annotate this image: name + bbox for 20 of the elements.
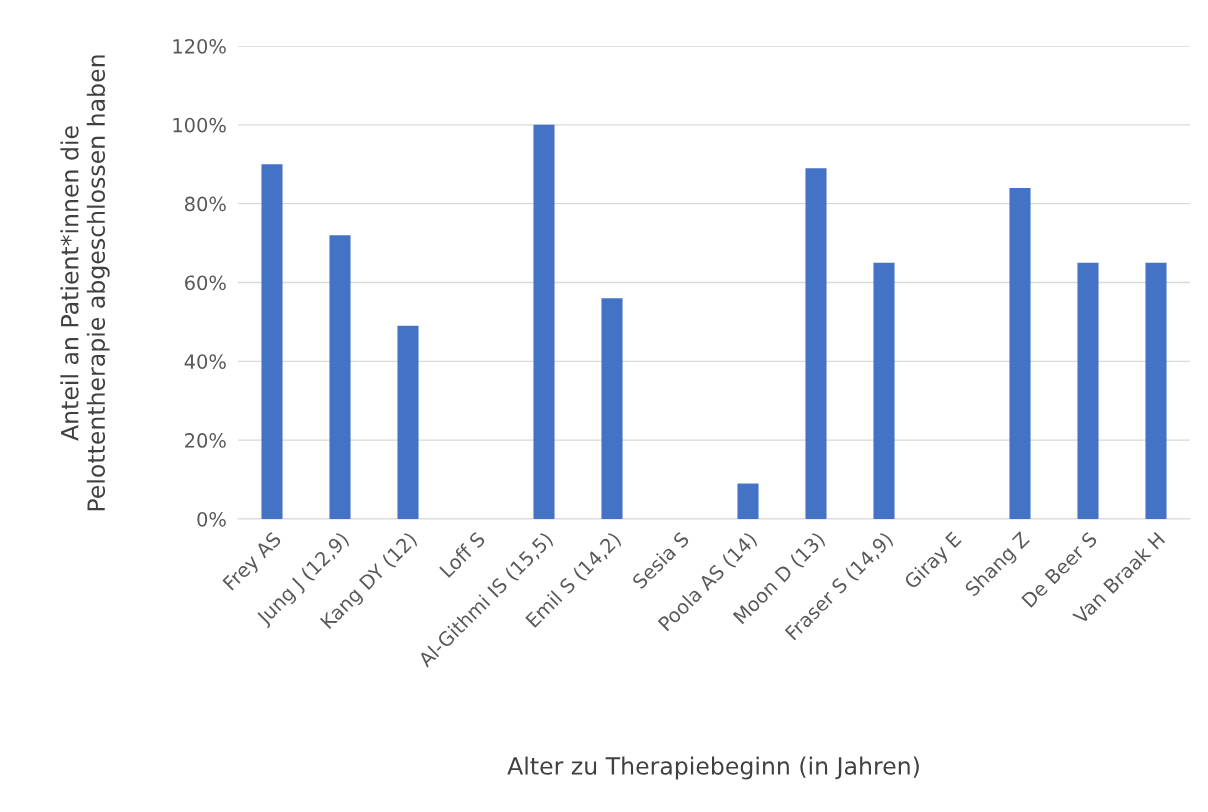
y-axis-title: Anteil an Patient*innen die Pelottentherapie abgeschlossen haben xyxy=(60,55,110,511)
y-tick-label: 40% xyxy=(184,354,226,369)
bar xyxy=(261,164,283,519)
bar xyxy=(1009,187,1031,519)
bar xyxy=(805,168,827,519)
y-tick-label: 100% xyxy=(173,117,226,133)
bar xyxy=(329,235,351,519)
bar xyxy=(397,325,419,519)
bar xyxy=(1145,262,1167,519)
y-tick-label: 0% xyxy=(197,511,226,527)
y-tick-label: 80% xyxy=(184,196,226,212)
bar xyxy=(737,483,759,519)
bar xyxy=(601,298,623,519)
y-tick-label: 60% xyxy=(185,275,226,291)
y-tick-label: 20% xyxy=(185,433,226,448)
bar xyxy=(1077,262,1099,519)
bar xyxy=(533,124,555,519)
bar xyxy=(873,262,895,519)
y-tick-label: 120% xyxy=(173,38,226,54)
x-axis-title: Alter zu Therapiebeginn (in Jahren) xyxy=(507,756,919,780)
